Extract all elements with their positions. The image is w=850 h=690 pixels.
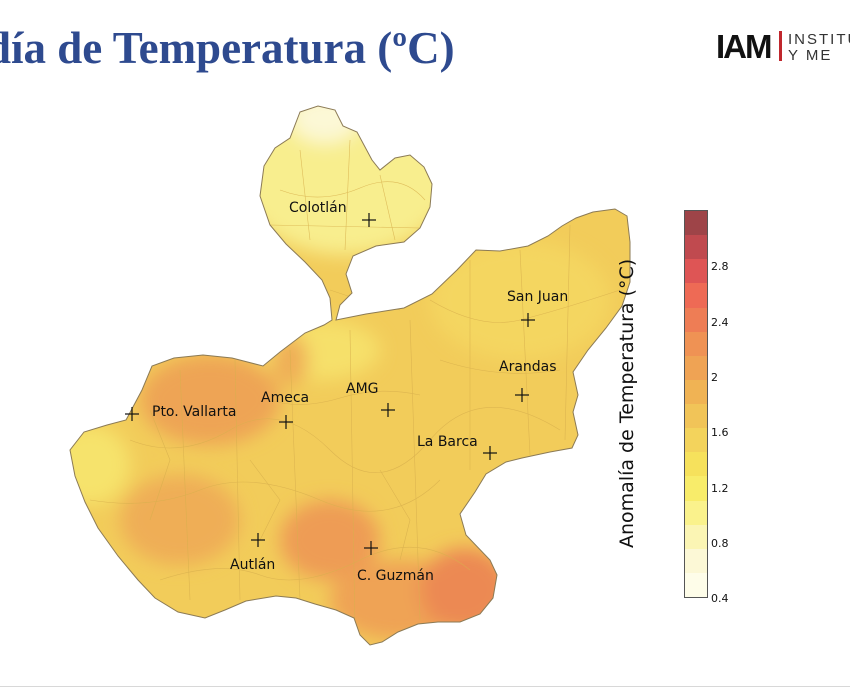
city-marker-pto-vallarta	[125, 407, 139, 421]
legend-tick: 1.6	[711, 426, 729, 439]
city-marker-arandas	[515, 388, 529, 402]
city-label-amg: AMG	[346, 381, 379, 397]
city-label-ameca: Ameca	[261, 390, 309, 406]
north-tip-pale	[290, 106, 360, 143]
logo-divider	[779, 31, 782, 61]
logo-mark: IAM	[716, 28, 772, 65]
institute-logo: IAM INSTITU Y ME	[716, 28, 850, 68]
city-marker-la-barca	[483, 446, 497, 460]
color-scale-swatch	[685, 476, 707, 501]
legend-tick: 0.8	[711, 537, 729, 550]
color-scale-swatch	[685, 379, 707, 404]
color-scale-swatch	[685, 548, 707, 573]
legend-tick: 2.8	[711, 260, 729, 273]
costa-warm-area	[120, 475, 240, 565]
color-scale-swatch	[685, 572, 707, 597]
logo-text-line2: Y ME	[788, 47, 833, 64]
footer-divider	[0, 686, 850, 687]
city-label-c-guzman: C. Guzmán	[357, 568, 434, 584]
city-marker-ameca	[279, 415, 293, 429]
legend-tick: 1.2	[711, 482, 729, 495]
vallarta-warm-area	[140, 355, 280, 445]
city-marker-amg	[381, 403, 395, 417]
color-scale-swatch	[685, 259, 707, 284]
legend-title: Anomalía de Temperatura (°C)	[616, 258, 638, 548]
guzman-warm-area	[280, 500, 380, 580]
ameca-warm-area	[272, 334, 308, 386]
legend-tick: 0.4	[711, 592, 729, 605]
city-markers	[125, 213, 535, 555]
city-label-autlan: Autlán	[230, 557, 275, 573]
legend-tick: 2.4	[711, 316, 729, 329]
color-scale-swatch	[685, 283, 707, 308]
color-scale-swatch	[685, 235, 707, 260]
color-scale-swatch	[685, 428, 707, 453]
city-marker-san-juan	[521, 313, 535, 327]
color-scale-swatch	[685, 452, 707, 477]
municipal-boundaries	[89, 139, 621, 631]
city-marker-colotlan	[362, 213, 376, 227]
city-label-arandas: Arandas	[499, 359, 557, 375]
city-label-colotlan: Colotlán	[289, 200, 347, 216]
city-labels: Colotlán San Juan Arandas AMG Ameca Pto.…	[152, 200, 568, 584]
slide-title: día de Temperatura (ºC)	[0, 23, 455, 73]
city-label-la-barca: La Barca	[417, 434, 478, 450]
coast-pale-area	[70, 425, 130, 505]
color-scale-swatch	[685, 331, 707, 356]
color-scale-swatch	[685, 524, 707, 549]
city-marker-autlan	[251, 533, 265, 547]
southeast-hot-area	[420, 548, 510, 632]
color-scale-swatch	[685, 355, 707, 380]
logo-text-line1: INSTITU	[788, 31, 850, 48]
color-scale-bar	[684, 210, 708, 598]
city-marker-c-guzman	[364, 541, 378, 555]
color-scale-swatch	[685, 211, 707, 236]
color-scale-swatch	[685, 500, 707, 525]
altos-area	[430, 240, 610, 360]
legend-tick: 2	[711, 371, 718, 384]
color-scale-swatch	[685, 307, 707, 332]
color-scale-swatch	[685, 404, 707, 429]
city-label-san-juan: San Juan	[507, 289, 568, 305]
city-label-pto-vallarta: Pto. Vallarta	[152, 404, 236, 420]
north-pale-area	[235, 106, 455, 255]
